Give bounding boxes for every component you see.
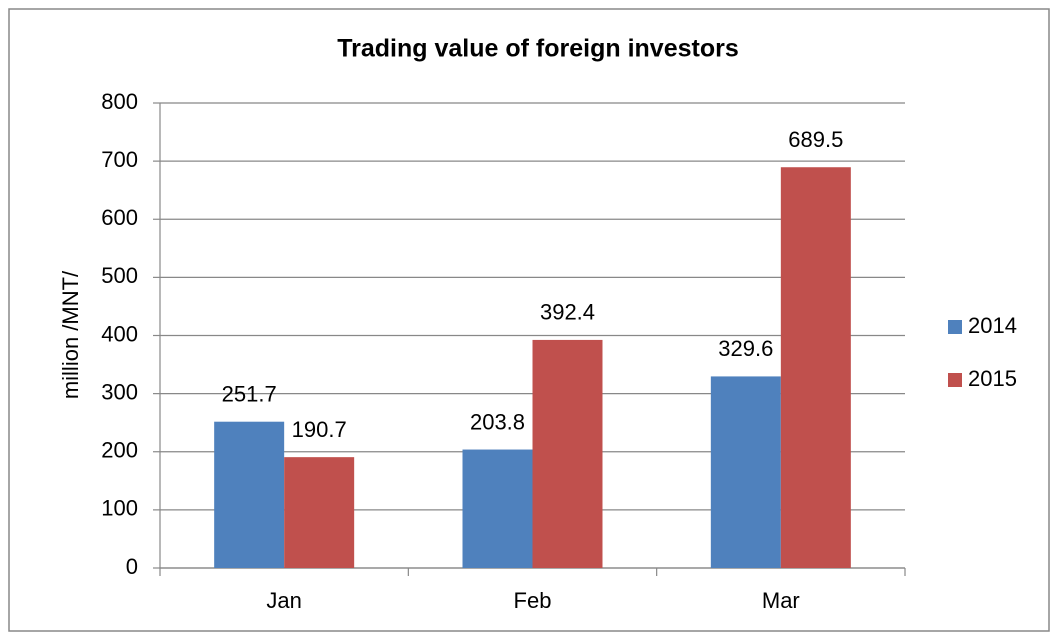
x-tick-label: Mar [762,588,800,613]
data-label: 203.8 [470,409,525,434]
y-tick-label: 0 [126,554,138,579]
y-tick-label: 100 [101,496,138,521]
y-tick-label: 200 [101,438,138,463]
legend-swatch [948,373,962,387]
y-tick-label: 300 [101,379,138,404]
chart-title: Trading value of foreign investors [337,35,738,63]
bar [710,376,781,568]
data-label: 251.7 [222,382,277,407]
bar [214,421,285,568]
bar [284,457,355,568]
bar [532,339,603,568]
x-tick-label: Feb [514,588,552,613]
data-label: 190.7 [292,417,347,442]
legend-swatch [948,320,962,334]
bar [780,167,851,568]
data-label: 392.4 [540,300,595,325]
x-tick-label: Jan [266,588,301,613]
data-label: 329.6 [718,336,773,361]
y-axis-label: million /MNT/ [58,270,83,399]
legend-label: 2014 [968,313,1017,338]
data-label: 689.5 [788,127,843,152]
y-tick-label: 700 [101,147,138,172]
y-tick-label: 600 [101,205,138,230]
bar [462,449,533,568]
y-tick-label: 500 [101,263,138,288]
legend-label: 2015 [968,366,1017,391]
y-tick-label: 800 [101,89,138,114]
y-tick-label: 400 [101,321,138,346]
